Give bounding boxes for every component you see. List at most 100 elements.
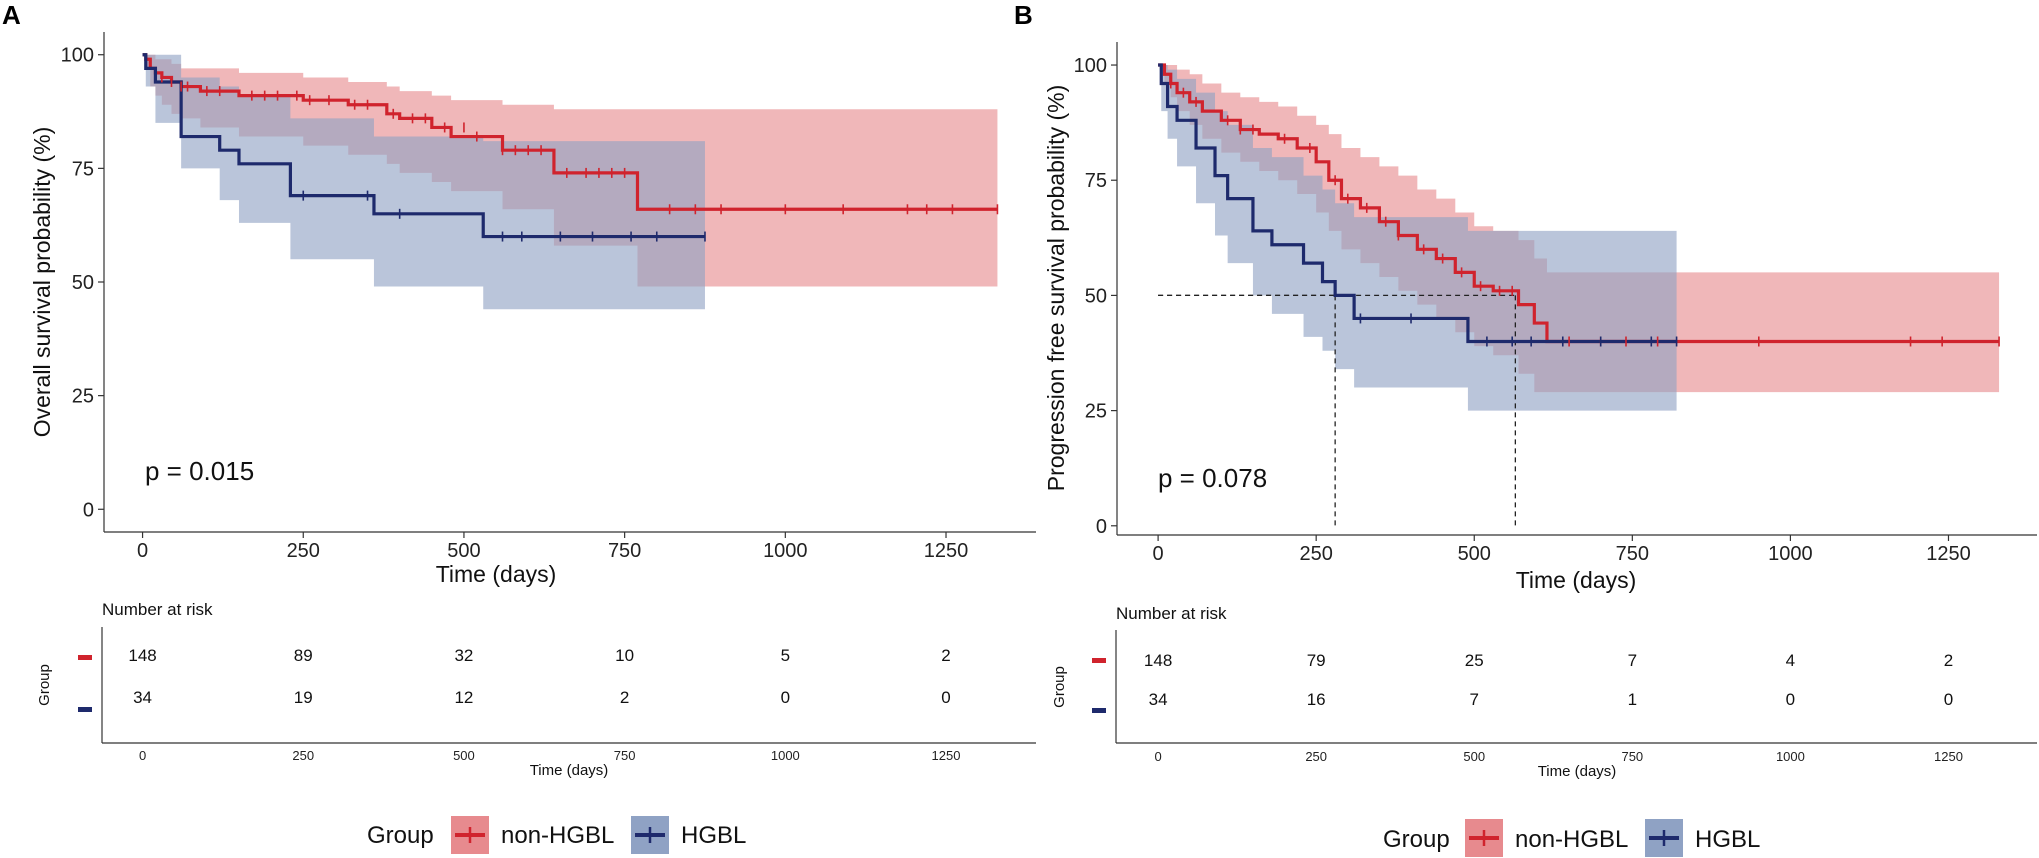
panel-b-risk-x-ticks: 0 250 500 750 1000 1250 xyxy=(1154,749,1962,764)
risk-count: 10 xyxy=(615,646,634,665)
risk-count: 0 xyxy=(1944,690,1953,709)
x-tick-label: 0 xyxy=(137,540,148,562)
risk-count: 79 xyxy=(1307,651,1326,670)
risk-count: 4 xyxy=(1786,651,1795,670)
panel-a-censor-marks xyxy=(161,72,999,242)
panel-a-survival-curves xyxy=(142,53,998,239)
risk-x-tick-label: 500 xyxy=(453,748,475,763)
risk-count: 34 xyxy=(1149,690,1168,709)
risk-x-tick-label: 0 xyxy=(139,748,146,763)
x-tick-label: 750 xyxy=(608,540,641,562)
risk-x-tick-label: 500 xyxy=(1463,749,1485,764)
x-tick-label: 750 xyxy=(1616,543,1649,565)
risk-count: 2 xyxy=(1944,651,1953,670)
panel-a-letter: A xyxy=(2,0,21,30)
risk-count: 0 xyxy=(781,688,790,707)
x-tick-label: 500 xyxy=(1458,543,1491,565)
risk-x-tick-label: 750 xyxy=(1621,749,1643,764)
risk-x-tick-label: 0 xyxy=(1154,749,1161,764)
legend-title: Group xyxy=(367,822,434,849)
panel-b: B 0 25 50 75 1 0 0 0 250 500 750 1000 1250 Progress… xyxy=(1014,0,2037,780)
panel-b-confidence-bands xyxy=(1158,65,2000,411)
risk-x-tick-label: 1000 xyxy=(1776,749,1805,764)
y-tick-label: 50 xyxy=(72,272,94,294)
risk-count: 89 xyxy=(294,646,313,665)
panel-a-risk-group-label: Group xyxy=(36,664,53,706)
panel-a-risk-row-hgbl: 34 19 12 2 0 0 xyxy=(133,688,951,707)
panel-b-censor-marks xyxy=(1169,78,2000,347)
risk-x-tick-label: 250 xyxy=(292,748,314,763)
legend-non-hgbl-label: non-HGBL xyxy=(501,822,614,849)
y-tick-label: 0 xyxy=(1096,516,1107,538)
y-tick-label: 25 xyxy=(72,386,94,408)
risk-count: 16 xyxy=(1307,690,1326,709)
y-tick-label: 100 xyxy=(61,45,94,67)
ci-band-hgbl xyxy=(142,54,705,310)
panel-a-p-value: p = 0.015 xyxy=(145,456,254,486)
panel-b-y-ticks: 0 25 50 75 100 xyxy=(1074,55,1117,538)
panel-b-risk-row-non-hgbl: 148 79 25 7 4 2 xyxy=(1144,651,1953,670)
legend-title: Group xyxy=(1383,826,1450,853)
panel-a-x-ticks: 0 250 500 750 1000 1250 xyxy=(137,532,968,562)
risk-x-tick-label: 1000 xyxy=(771,748,800,763)
panel-b-risk-key-hgbl xyxy=(1092,708,1106,713)
y-tick-label: 50 xyxy=(1085,285,1107,307)
risk-count: 7 xyxy=(1470,690,1479,709)
legend-hgbl-label: HGBL xyxy=(1695,826,1760,853)
survival-curve-hgbl xyxy=(1158,63,1677,344)
risk-count: 25 xyxy=(1465,651,1484,670)
legend-non-hgbl-label: non-HGBL xyxy=(1515,826,1628,853)
y-tick-label: 75 xyxy=(1085,170,1107,192)
panel-b-legend: Group non-HGBL HGBL xyxy=(1383,819,1760,857)
panel-b-risk-row-hgbl: 34 16 7 1 0 0 xyxy=(1149,690,1954,709)
panel-b-risk-group-label: Group xyxy=(1051,666,1068,708)
y-tick-label: 0 xyxy=(83,499,94,521)
survival-curve-hgbl xyxy=(142,53,705,239)
panel-a-y-ticks: 0 25 50 75 100 xyxy=(61,45,104,521)
risk-count: 7 xyxy=(1628,651,1637,670)
risk-x-tick-label: 1250 xyxy=(932,748,961,763)
panel-b-y-axis-title: Progression free survival probability (%… xyxy=(1043,85,1069,492)
risk-count: 148 xyxy=(128,646,156,665)
ci-band-non-hgbl xyxy=(1158,65,2000,393)
panel-a-risk-row-non-hgbl: 148 89 32 10 5 2 xyxy=(128,646,950,665)
legend-hgbl-label: HGBL xyxy=(681,822,746,849)
x-tick-label: 1250 xyxy=(924,540,969,562)
panel-a-x-axis-title: Time (days) xyxy=(436,561,557,587)
panel-a-y-axis-title: Overall survival probability (%) xyxy=(29,127,55,438)
x-tick-label: 250 xyxy=(287,540,320,562)
risk-count: 19 xyxy=(294,688,313,707)
panel-b-p-value: p = 0.078 xyxy=(1158,463,1267,493)
x-tick-label: 1000 xyxy=(763,540,808,562)
risk-x-tick-label: 1250 xyxy=(1934,749,1963,764)
panel-b-letter: B xyxy=(1014,0,1033,30)
risk-count: 32 xyxy=(454,646,473,665)
panel-a-legend: Group non-HGBL HGBL xyxy=(367,816,746,854)
risk-count: 0 xyxy=(941,688,950,707)
panel-a-confidence-bands xyxy=(142,54,998,310)
panel-a-risk-x-title: Time (days) xyxy=(530,762,609,779)
y-tick-label: 25 xyxy=(1085,401,1107,423)
panel-b-risk-key-non-hgbl xyxy=(1092,658,1106,663)
risk-x-tick-label: 250 xyxy=(1305,749,1327,764)
risk-count: 0 xyxy=(1786,690,1795,709)
panel-b-risk-x-title: Time (days) xyxy=(1538,763,1617,780)
y-tick-label: 75 xyxy=(72,158,94,180)
risk-count: 34 xyxy=(133,688,152,707)
risk-count: 5 xyxy=(781,646,790,665)
panel-a-risk-title: Number at risk xyxy=(102,600,213,619)
risk-count: 148 xyxy=(1144,651,1172,670)
risk-count: 2 xyxy=(941,646,950,665)
panel-a-risk-key-hgbl xyxy=(78,707,92,712)
risk-count: 1 xyxy=(1628,690,1637,709)
panel-b-median-lines xyxy=(1158,294,1517,526)
panel-a-risk-x-ticks: 0 250 500 750 1000 1250 xyxy=(139,748,961,763)
risk-count: 2 xyxy=(620,688,629,707)
panel-b-x-axis-title: Time (days) xyxy=(1516,567,1637,593)
risk-count: 12 xyxy=(454,688,473,707)
panel-b-risk-title: Number at risk xyxy=(1116,604,1227,623)
risk-x-tick-label: 750 xyxy=(614,748,636,763)
panel-a-risk-key-non-hgbl xyxy=(78,655,92,660)
